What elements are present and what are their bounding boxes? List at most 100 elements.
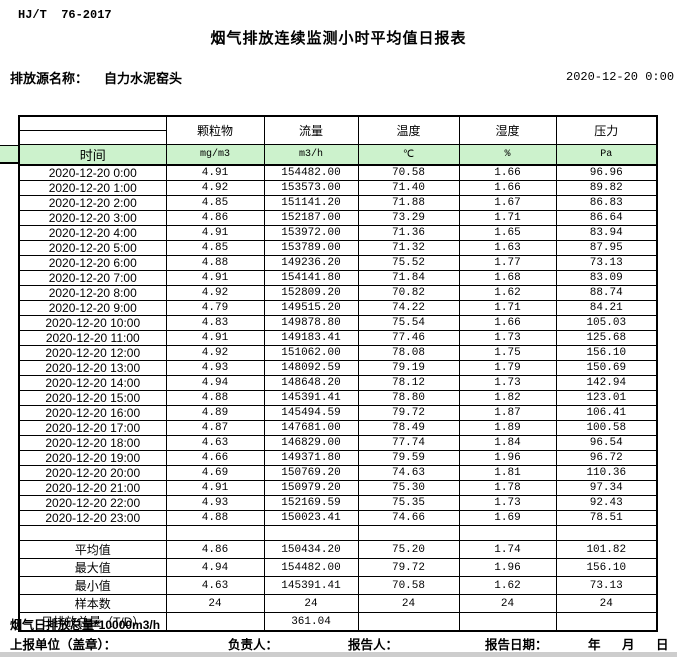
empty-cell bbox=[165, 525, 265, 541]
table-row: 2020-12-20 10:00 4.83 149878.80 75.54 1.66 10… bbox=[18, 315, 658, 331]
summary-value-cell: 24 bbox=[458, 594, 557, 613]
empty-cell bbox=[555, 525, 658, 541]
summary-value-cell: 361.04 bbox=[263, 612, 359, 632]
value-cell: 1.69 bbox=[458, 510, 557, 526]
value-cell: 125.68 bbox=[555, 330, 658, 346]
summary-value-cell bbox=[357, 612, 460, 632]
value-cell: 4.88 bbox=[165, 390, 265, 406]
value-cell: 71.32 bbox=[357, 240, 460, 256]
summary-value-cell: 4.94 bbox=[165, 558, 265, 577]
table-row: 2020-12-20 20:00 4.69 150769.20 74.63 1.81 11… bbox=[18, 465, 658, 481]
value-cell: 77.74 bbox=[357, 435, 460, 451]
value-cell: 1.62 bbox=[458, 285, 557, 301]
unit-temperature: ℃ bbox=[357, 144, 460, 166]
value-cell: 4.92 bbox=[165, 345, 265, 361]
summary-value-cell: 75.20 bbox=[357, 540, 460, 559]
value-cell: 4.93 bbox=[165, 495, 265, 511]
value-cell: 79.19 bbox=[357, 360, 460, 376]
value-cell: 4.91 bbox=[165, 164, 265, 181]
summary-value-cell: 1.74 bbox=[458, 540, 557, 559]
table-row: 2020-12-20 23:00 4.88 150023.41 74.66 1.69 78… bbox=[18, 510, 658, 526]
summary-value-cell: 24 bbox=[357, 594, 460, 613]
time-cell: 2020-12-20 9:00 bbox=[18, 300, 167, 316]
table-row: 2020-12-20 14:00 4.94 148648.20 78.12 1.73 14… bbox=[18, 375, 658, 391]
summary-value-cell: 150434.20 bbox=[263, 540, 359, 559]
time-header-blank-top bbox=[18, 115, 167, 131]
value-cell: 84.21 bbox=[555, 300, 658, 316]
summary-value-cell: 154482.00 bbox=[263, 558, 359, 577]
value-cell: 78.51 bbox=[555, 510, 658, 526]
value-cell: 1.75 bbox=[458, 345, 557, 361]
summary-value-cell: 1.62 bbox=[458, 576, 557, 595]
unit-particulate: mg/m3 bbox=[165, 144, 265, 166]
unit-flow: m3/h bbox=[263, 144, 359, 166]
value-cell: 4.85 bbox=[165, 195, 265, 211]
table-row: 2020-12-20 3:00 4.86 152187.00 73.29 1.71 86.… bbox=[18, 210, 658, 226]
value-cell: 4.69 bbox=[165, 465, 265, 481]
summary-value-cell: 101.82 bbox=[555, 540, 658, 559]
summary-value-cell: 1.96 bbox=[458, 558, 557, 577]
empty-row bbox=[18, 525, 658, 541]
summary-value-cell: 73.13 bbox=[555, 576, 658, 595]
value-cell: 71.40 bbox=[357, 180, 460, 196]
time-cell: 2020-12-20 4:00 bbox=[18, 225, 167, 241]
value-cell: 4.88 bbox=[165, 255, 265, 271]
value-cell: 1.89 bbox=[458, 420, 557, 436]
value-cell: 75.52 bbox=[357, 255, 460, 271]
table-row: 2020-12-20 22:00 4.93 152169.59 75.35 1.73 92… bbox=[18, 495, 658, 511]
time-cell: 2020-12-20 13:00 bbox=[18, 360, 167, 376]
value-cell: 4.94 bbox=[165, 375, 265, 391]
time-cell: 2020-12-20 21:00 bbox=[18, 480, 167, 496]
value-cell: 149371.80 bbox=[263, 450, 359, 466]
value-cell: 4.85 bbox=[165, 240, 265, 256]
value-cell: 4.91 bbox=[165, 480, 265, 496]
unit-pressure: Pa bbox=[555, 144, 658, 166]
value-cell: 146829.00 bbox=[263, 435, 359, 451]
value-cell: 4.63 bbox=[165, 435, 265, 451]
table-row: 2020-12-20 6:00 4.88 149236.20 75.52 1.77 73.… bbox=[18, 255, 658, 271]
day-label: 日 bbox=[656, 638, 669, 652]
table-row: 2020-12-20 1:00 4.92 153573.00 71.40 1.66 89.… bbox=[18, 180, 658, 196]
value-cell: 78.12 bbox=[357, 375, 460, 391]
value-cell: 89.82 bbox=[555, 180, 658, 196]
col-header-particulate: 颗粒物 bbox=[165, 115, 265, 145]
summary-value-cell: 70.58 bbox=[357, 576, 460, 595]
summary-value-cell: 24 bbox=[165, 594, 265, 613]
value-cell: 154482.00 bbox=[263, 164, 359, 181]
time-cell: 2020-12-20 23:00 bbox=[18, 510, 167, 526]
table-row: 2020-12-20 21:00 4.91 150979.20 75.30 1.78 97… bbox=[18, 480, 658, 496]
time-cell: 2020-12-20 15:00 bbox=[18, 390, 167, 406]
summary-label-cell: 最小值 bbox=[18, 576, 167, 595]
value-cell: 1.66 bbox=[458, 164, 557, 181]
value-cell: 152187.00 bbox=[263, 210, 359, 226]
header-row-top: 颗粒物 流量 温度 湿度 压力 bbox=[18, 115, 658, 145]
value-cell: 4.91 bbox=[165, 225, 265, 241]
summary-row: 最大值 4.94 154482.00 79.72 1.96 156.10 bbox=[18, 558, 658, 577]
value-cell: 74.22 bbox=[357, 300, 460, 316]
value-cell: 1.73 bbox=[458, 330, 557, 346]
col-header-pressure: 压力 bbox=[555, 115, 658, 145]
table-row: 2020-12-20 19:00 4.66 149371.80 79.59 1.96 96… bbox=[18, 450, 658, 466]
value-cell: 1.71 bbox=[458, 210, 557, 226]
time-cell: 2020-12-20 1:00 bbox=[18, 180, 167, 196]
value-cell: 97.34 bbox=[555, 480, 658, 496]
value-cell: 100.58 bbox=[555, 420, 658, 436]
value-cell: 142.94 bbox=[555, 375, 658, 391]
col-header-temperature: 温度 bbox=[357, 115, 460, 145]
summary-value-cell: 24 bbox=[555, 594, 658, 613]
value-cell: 71.88 bbox=[357, 195, 460, 211]
value-cell: 150979.20 bbox=[263, 480, 359, 496]
time-cell: 2020-12-20 5:00 bbox=[18, 240, 167, 256]
summary-label-cell: 最大值 bbox=[18, 558, 167, 577]
summary-label-cell: 日排放总量（T/D） bbox=[18, 612, 167, 632]
value-cell: 1.68 bbox=[458, 270, 557, 286]
summary-value-cell bbox=[458, 612, 557, 632]
value-cell: 148648.20 bbox=[263, 375, 359, 391]
bottom-edge-bar bbox=[0, 652, 677, 657]
table-row: 2020-12-20 5:00 4.85 153789.00 71.32 1.63 87.… bbox=[18, 240, 658, 256]
value-cell: 96.96 bbox=[555, 164, 658, 181]
summary-value-cell: 145391.41 bbox=[263, 576, 359, 595]
value-cell: 145494.59 bbox=[263, 405, 359, 421]
value-cell: 150769.20 bbox=[263, 465, 359, 481]
table-row: 2020-12-20 15:00 4.88 145391.41 78.80 1.82 12… bbox=[18, 390, 658, 406]
